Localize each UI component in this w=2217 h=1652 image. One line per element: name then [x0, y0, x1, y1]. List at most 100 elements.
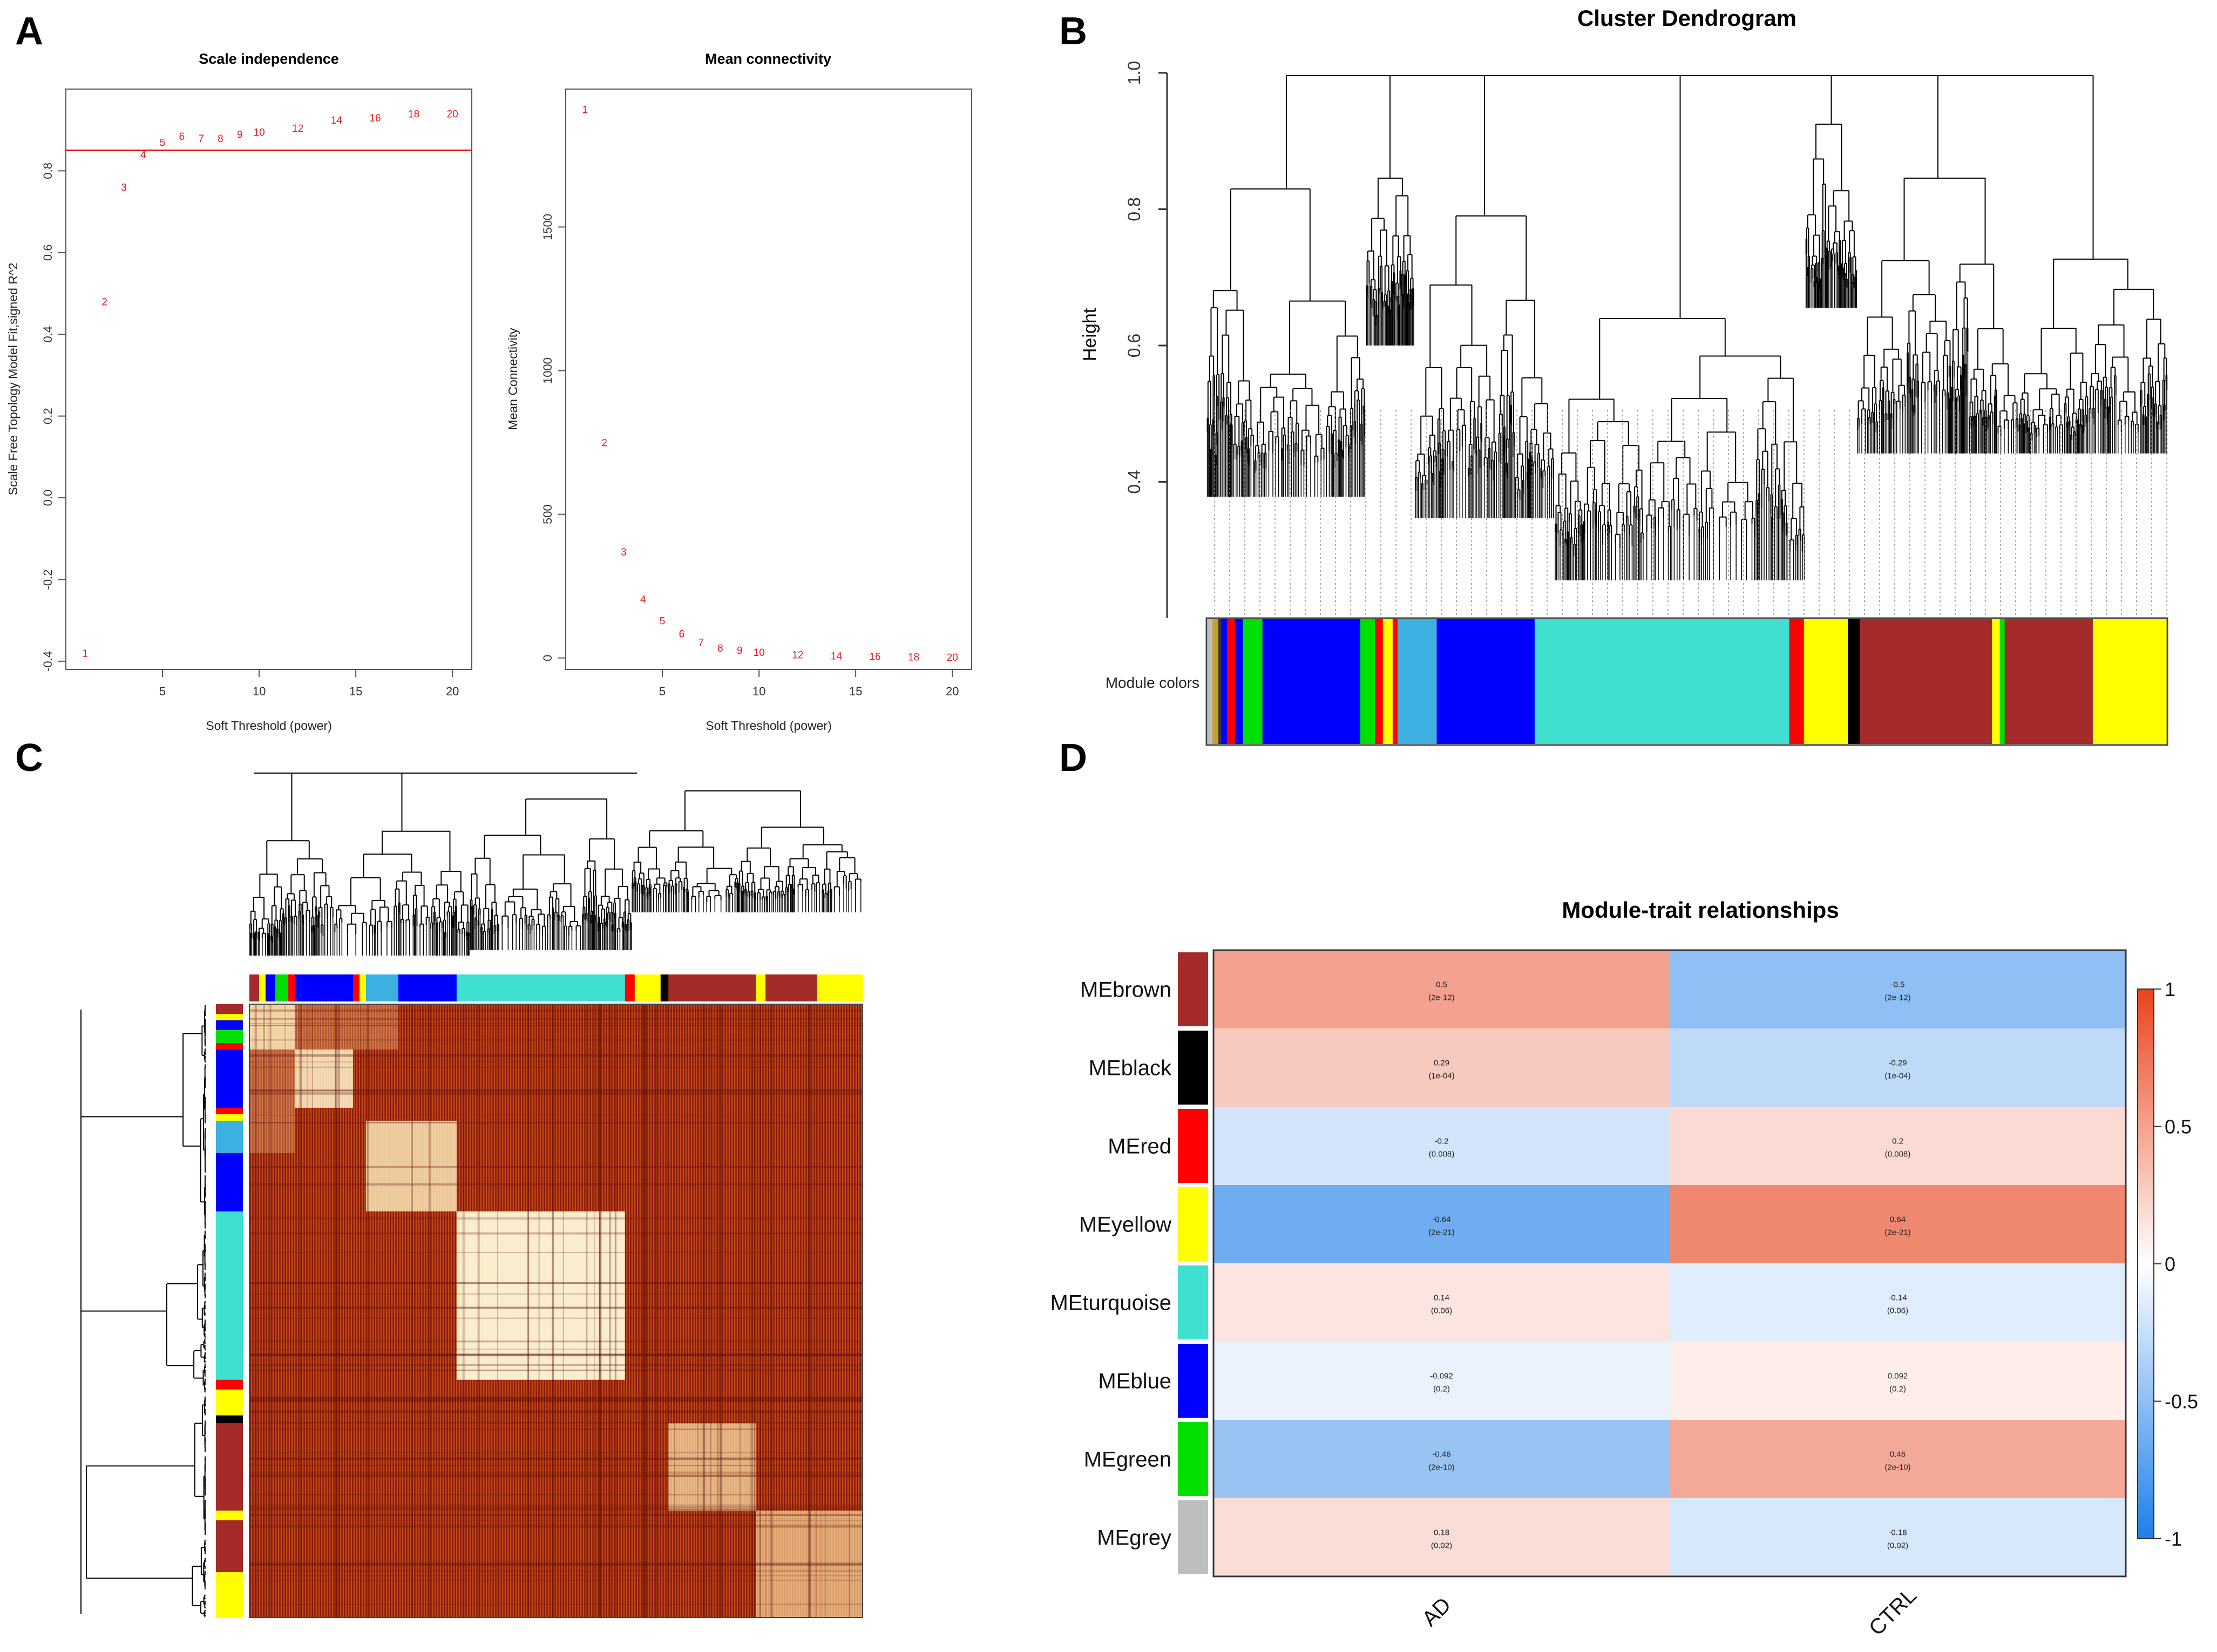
module-color-segment — [216, 1013, 243, 1021]
module-color-segment — [765, 974, 818, 1001]
tom-streak — [249, 1508, 863, 1511]
tom-streak — [562, 1004, 564, 1617]
module-color-segment — [2014, 619, 2093, 744]
tom-streak — [249, 1562, 863, 1565]
tom-streak — [249, 1399, 863, 1402]
module-color-segment — [1212, 619, 1219, 744]
module-colors-label: Module colors — [1106, 674, 1199, 691]
data-point: 9 — [237, 129, 243, 140]
mean-connectivity-xlabel: Soft Threshold (power) — [706, 719, 832, 733]
data-point: 18 — [408, 109, 419, 120]
module-color-swatch — [1178, 1187, 1208, 1261]
module-color-segment — [1360, 619, 1375, 744]
data-point: 4 — [140, 150, 146, 161]
data-point: 1 — [83, 648, 89, 660]
tom-streak — [249, 1520, 863, 1521]
tom-streak — [284, 1004, 286, 1617]
module-color-segment — [1999, 619, 2005, 744]
heatmap-cell — [1213, 1107, 1670, 1185]
tom-streak — [249, 1122, 863, 1123]
tom-streak — [815, 1004, 817, 1617]
data-point: 14 — [331, 115, 343, 126]
tom-streak — [311, 1004, 313, 1617]
tom-streak — [249, 1183, 863, 1186]
data-point: 20 — [447, 109, 458, 120]
tom-streak — [249, 1524, 863, 1527]
module-color-segment — [1243, 619, 1263, 744]
tom-left-dendrogram — [80, 1004, 206, 1617]
tom-streak — [249, 1293, 863, 1295]
y-tick-label: 500 — [541, 504, 554, 524]
tom-streak — [765, 1004, 767, 1617]
module-color-segment — [1397, 619, 1438, 744]
y-tick-label: 1500 — [541, 214, 554, 240]
tom-streak — [527, 1004, 530, 1617]
module-color-segment — [216, 1120, 243, 1154]
scale-independence-ylabel: Scale Free Topology Model Fit,signed R^2 — [6, 263, 20, 496]
module-color-segment — [275, 974, 289, 1001]
y-tick-label: 1000 — [541, 357, 554, 384]
module-color-segment — [1262, 619, 1361, 744]
module-color-segment — [288, 974, 295, 1001]
tom-streak — [360, 1004, 361, 1617]
tom-streak — [599, 1004, 602, 1617]
tom-streak — [750, 1004, 754, 1617]
module-color-bar-frame — [1205, 617, 2168, 746]
y-tick-label: -0.2 — [41, 569, 55, 590]
y-tick-label: 0.4 — [1124, 470, 1144, 493]
tom-streak — [249, 1465, 863, 1466]
data-point: 8 — [717, 643, 723, 654]
heatmap-cell — [1670, 1420, 2126, 1498]
module-color-segment — [216, 1020, 243, 1031]
module-trait-title: Module-trait relationships — [1562, 897, 1839, 923]
heatmap-cell — [1670, 1342, 2126, 1420]
tom-streak — [299, 1004, 302, 1617]
tom-streak — [307, 1004, 308, 1617]
module-color-segment — [294, 974, 354, 1001]
data-point: 7 — [198, 133, 204, 145]
colorbar-tick-label: 1 — [2165, 978, 2175, 1000]
x-tick-label: 20 — [946, 685, 959, 698]
module-color-segment — [216, 1211, 243, 1380]
tom-module-block — [294, 1049, 353, 1108]
mean-connectivity-title: Mean connectivity — [705, 51, 831, 67]
y-tick-label: -0.4 — [41, 651, 55, 672]
module-color-segment — [352, 974, 360, 1001]
module-color-segment — [398, 974, 457, 1001]
tom-streak — [249, 1364, 863, 1366]
module-color-segment — [1436, 619, 1535, 744]
tom-streak — [527, 1004, 530, 1617]
tom-streak — [249, 1306, 863, 1309]
data-point: 1 — [582, 104, 588, 116]
y-tick-label: 0.6 — [41, 245, 55, 261]
tom-streak — [642, 1004, 644, 1617]
data-point: 2 — [101, 297, 107, 308]
heatmap-cell — [1670, 1028, 2126, 1107]
panel-label-b: B — [1059, 10, 1087, 53]
module-color-segment — [216, 1004, 243, 1014]
cell-pvalue: (0.008) — [1885, 1150, 1911, 1159]
tom-streak — [249, 1282, 863, 1284]
module-color-segment — [1534, 619, 1790, 744]
module-color-segment — [817, 974, 863, 1001]
tom-streak — [249, 1397, 863, 1399]
data-point: 12 — [292, 123, 303, 134]
cell-pvalue: (0.02) — [1431, 1541, 1452, 1551]
tom-streak — [249, 1089, 863, 1092]
tom-streak — [586, 1004, 588, 1617]
module-color-segment — [216, 1520, 243, 1573]
module-color-segment — [1218, 619, 1222, 744]
tom-streak — [599, 1004, 600, 1617]
tom-streak — [249, 1399, 863, 1402]
tom-streak — [720, 1004, 723, 1617]
cell-correlation: 0.5 — [1436, 980, 1447, 990]
module-color-segment — [1392, 619, 1398, 744]
module-color-segment — [259, 974, 266, 1001]
tom-streak — [249, 1397, 863, 1399]
module-color-segment — [216, 1107, 243, 1115]
tom-streak — [249, 1349, 863, 1350]
tom-streak — [249, 1282, 863, 1284]
module-color-segment — [1992, 619, 2001, 744]
mean-connectivity-ylabel: Mean Connectivity — [506, 328, 520, 430]
module-color-segment — [1860, 619, 1992, 744]
